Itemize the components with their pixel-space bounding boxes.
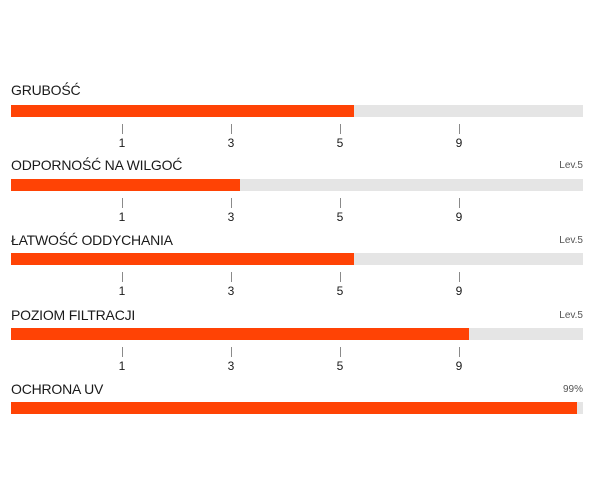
scale-tick-line [458, 347, 460, 357]
scale-tick-1: 1 [112, 198, 132, 224]
scale-tick-line [121, 347, 123, 357]
scale-tick-9: 9 [449, 124, 469, 150]
scale-tick-line [121, 272, 123, 282]
scale-tick-label: 1 [118, 359, 126, 373]
metric-label: GRUBOŚĆ [11, 82, 81, 98]
metric-bar-track [11, 328, 583, 340]
scale-tick-3: 3 [221, 272, 241, 298]
scale-tick-5: 5 [330, 124, 350, 150]
metric-scale: 1 3 5 9 [0, 347, 604, 377]
scale-tick-line [458, 124, 460, 134]
metric-scale: 1 3 5 9 [0, 272, 604, 302]
scale-tick-label: 9 [455, 284, 463, 298]
scale-tick-9: 9 [449, 347, 469, 373]
metric-label: ŁATWOŚĆ ODDYCHANIA [11, 232, 173, 248]
scale-tick-3: 3 [221, 198, 241, 224]
scale-tick-5: 5 [330, 272, 350, 298]
metric-level: Lev.5 [559, 160, 583, 171]
scale-tick-1: 1 [112, 347, 132, 373]
metric-bar-fill [11, 402, 578, 414]
scale-tick-label: 5 [336, 210, 344, 224]
metric-label: OCHRONA UV [11, 381, 104, 397]
metric-level: Lev.5 [559, 235, 583, 246]
metric-scale: 1 3 5 9 [0, 198, 604, 228]
metric-level: Lev.5 [559, 310, 583, 321]
scale-tick-5: 5 [330, 347, 350, 373]
scale-tick-label: 3 [227, 284, 235, 298]
scale-tick-label: 9 [455, 136, 463, 150]
scale-tick-9: 9 [449, 272, 469, 298]
metric-scale: 1 3 5 9 [0, 124, 604, 154]
metric-bar-fill [11, 253, 355, 265]
scale-tick-5: 5 [330, 198, 350, 224]
metric-level: 99% [562, 384, 583, 395]
metric-bar-track [11, 105, 583, 117]
scale-tick-3: 3 [221, 124, 241, 150]
scale-tick-line [121, 198, 123, 208]
scale-tick-label: 9 [455, 359, 463, 373]
scale-tick-label: 3 [227, 210, 235, 224]
scale-tick-label: 1 [118, 210, 126, 224]
metric-bar-fill [11, 328, 469, 340]
scale-tick-line [230, 198, 232, 208]
metric-bar-track [11, 179, 583, 191]
metric-bar-track [11, 402, 583, 414]
scale-tick-3: 3 [221, 347, 241, 373]
scale-tick-label: 5 [336, 359, 344, 373]
scale-tick-line [339, 272, 341, 282]
metric-bar-fill [11, 105, 355, 117]
scale-tick-line [458, 272, 460, 282]
scale-tick-label: 3 [227, 359, 235, 373]
scale-tick-line [230, 124, 232, 134]
scale-tick-label: 5 [336, 136, 344, 150]
scale-tick-1: 1 [112, 272, 132, 298]
scale-tick-line [339, 124, 341, 134]
metric-bar-track [11, 253, 583, 265]
metric-bar-fill [11, 179, 240, 191]
scale-tick-line [458, 198, 460, 208]
scale-tick-line [230, 272, 232, 282]
scale-tick-label: 5 [336, 284, 344, 298]
scale-tick-line [121, 124, 123, 134]
metric-label: POZIOM FILTRACJI [11, 307, 136, 323]
scale-tick-label: 3 [227, 136, 235, 150]
scale-tick-line [230, 347, 232, 357]
scale-tick-1: 1 [112, 124, 132, 150]
scale-tick-label: 1 [118, 136, 126, 150]
scale-tick-label: 1 [118, 284, 126, 298]
metric-label: ODPORNOŚĆ NA WILGOĆ [11, 157, 183, 173]
scale-tick-line [339, 347, 341, 357]
scale-tick-label: 9 [455, 210, 463, 224]
scale-tick-line [339, 198, 341, 208]
scale-tick-9: 9 [449, 198, 469, 224]
